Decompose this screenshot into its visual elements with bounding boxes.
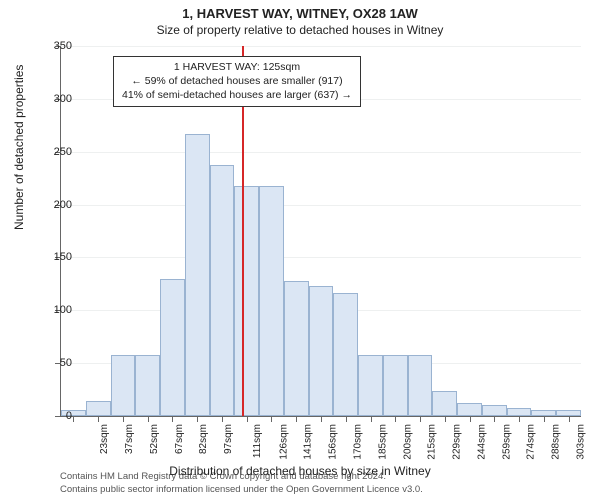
annotation-line: 41% of semi-detached houses are larger (… bbox=[122, 88, 352, 102]
histogram-bar bbox=[135, 355, 160, 416]
gridline bbox=[61, 152, 581, 153]
x-tick-label: 67sqm bbox=[174, 424, 185, 454]
gridline bbox=[61, 46, 581, 47]
histogram-bar bbox=[259, 186, 284, 416]
y-tick-label: 200 bbox=[54, 199, 72, 211]
x-tick bbox=[569, 416, 570, 422]
x-tick-label: 200sqm bbox=[402, 424, 413, 460]
histogram-bar bbox=[86, 401, 111, 416]
histogram-bar bbox=[457, 403, 482, 416]
x-tick-label: 274sqm bbox=[526, 424, 537, 460]
x-tick bbox=[197, 416, 198, 422]
gridline bbox=[61, 205, 581, 206]
histogram-bar bbox=[408, 355, 433, 416]
x-tick bbox=[321, 416, 322, 422]
histogram-bar bbox=[333, 293, 358, 416]
x-tick-label: 170sqm bbox=[353, 424, 364, 460]
annotation-line: ← 59% of detached houses are smaller (91… bbox=[122, 74, 352, 88]
x-tick-label: 259sqm bbox=[501, 424, 512, 460]
histogram-bar bbox=[482, 405, 507, 416]
y-tick-label: 150 bbox=[54, 251, 72, 263]
x-tick bbox=[494, 416, 495, 422]
x-tick-label: 215sqm bbox=[427, 424, 438, 460]
footer-line-2: Contains public sector information licen… bbox=[60, 484, 423, 496]
x-tick bbox=[123, 416, 124, 422]
page-subtitle: Size of property relative to detached ho… bbox=[0, 21, 600, 37]
page-title-address: 1, HARVEST WAY, WITNEY, OX28 1AW bbox=[0, 0, 600, 21]
x-tick-label: 37sqm bbox=[124, 424, 135, 454]
x-tick-label: 303sqm bbox=[575, 424, 586, 460]
x-tick bbox=[445, 416, 446, 422]
x-tick-label: 185sqm bbox=[377, 424, 388, 460]
property-annotation: 1 HARVEST WAY: 125sqm← 59% of detached h… bbox=[113, 56, 361, 107]
x-tick-label: 97sqm bbox=[223, 424, 234, 454]
x-tick-label: 126sqm bbox=[278, 424, 289, 460]
x-tick bbox=[98, 416, 99, 422]
y-tick-label: 300 bbox=[54, 93, 72, 105]
histogram-plot: 1 HARVEST WAY: 125sqm← 59% of detached h… bbox=[60, 46, 581, 417]
histogram-bar bbox=[160, 279, 185, 416]
y-tick-label: 250 bbox=[54, 146, 72, 158]
x-tick bbox=[371, 416, 372, 422]
x-tick-label: 52sqm bbox=[149, 424, 160, 454]
x-tick bbox=[296, 416, 297, 422]
x-axis-title: Distribution of detached houses by size … bbox=[0, 464, 600, 478]
x-tick-label: 244sqm bbox=[476, 424, 487, 460]
x-tick bbox=[148, 416, 149, 422]
chart-area: 1 HARVEST WAY: 125sqm← 59% of detached h… bbox=[60, 46, 580, 416]
x-tick bbox=[247, 416, 248, 422]
x-tick-label: 156sqm bbox=[328, 424, 339, 460]
x-tick bbox=[222, 416, 223, 422]
y-axis-title: Number of detached properties bbox=[12, 65, 26, 230]
histogram-bar bbox=[432, 391, 457, 416]
histogram-bar bbox=[284, 281, 309, 416]
x-tick bbox=[420, 416, 421, 422]
gridline bbox=[61, 257, 581, 258]
y-tick-label: 350 bbox=[54, 40, 72, 52]
x-tick-label: 111sqm bbox=[252, 424, 263, 458]
histogram-bar bbox=[383, 355, 408, 416]
x-tick bbox=[519, 416, 520, 422]
annotation-line: 1 HARVEST WAY: 125sqm bbox=[122, 60, 352, 74]
y-tick-label: 100 bbox=[54, 304, 72, 316]
y-tick-label: 50 bbox=[60, 357, 72, 369]
x-tick bbox=[172, 416, 173, 422]
x-tick bbox=[544, 416, 545, 422]
histogram-bar bbox=[111, 355, 136, 416]
x-tick bbox=[73, 416, 74, 422]
histogram-bar bbox=[234, 186, 259, 416]
x-tick-label: 23sqm bbox=[99, 424, 110, 454]
x-tick-label: 288sqm bbox=[551, 424, 562, 460]
histogram-bar bbox=[358, 355, 383, 416]
histogram-bar bbox=[309, 286, 334, 416]
x-tick bbox=[395, 416, 396, 422]
histogram-bar bbox=[210, 165, 235, 416]
x-tick-label: 229sqm bbox=[452, 424, 463, 460]
y-tick-label: 0 bbox=[66, 410, 72, 422]
x-tick bbox=[271, 416, 272, 422]
histogram-bar bbox=[507, 408, 532, 416]
histogram-bar bbox=[185, 134, 210, 416]
x-tick-label: 82sqm bbox=[198, 424, 209, 454]
x-tick bbox=[346, 416, 347, 422]
y-tick bbox=[55, 416, 61, 417]
x-tick-label: 141sqm bbox=[303, 424, 314, 460]
x-tick bbox=[470, 416, 471, 422]
